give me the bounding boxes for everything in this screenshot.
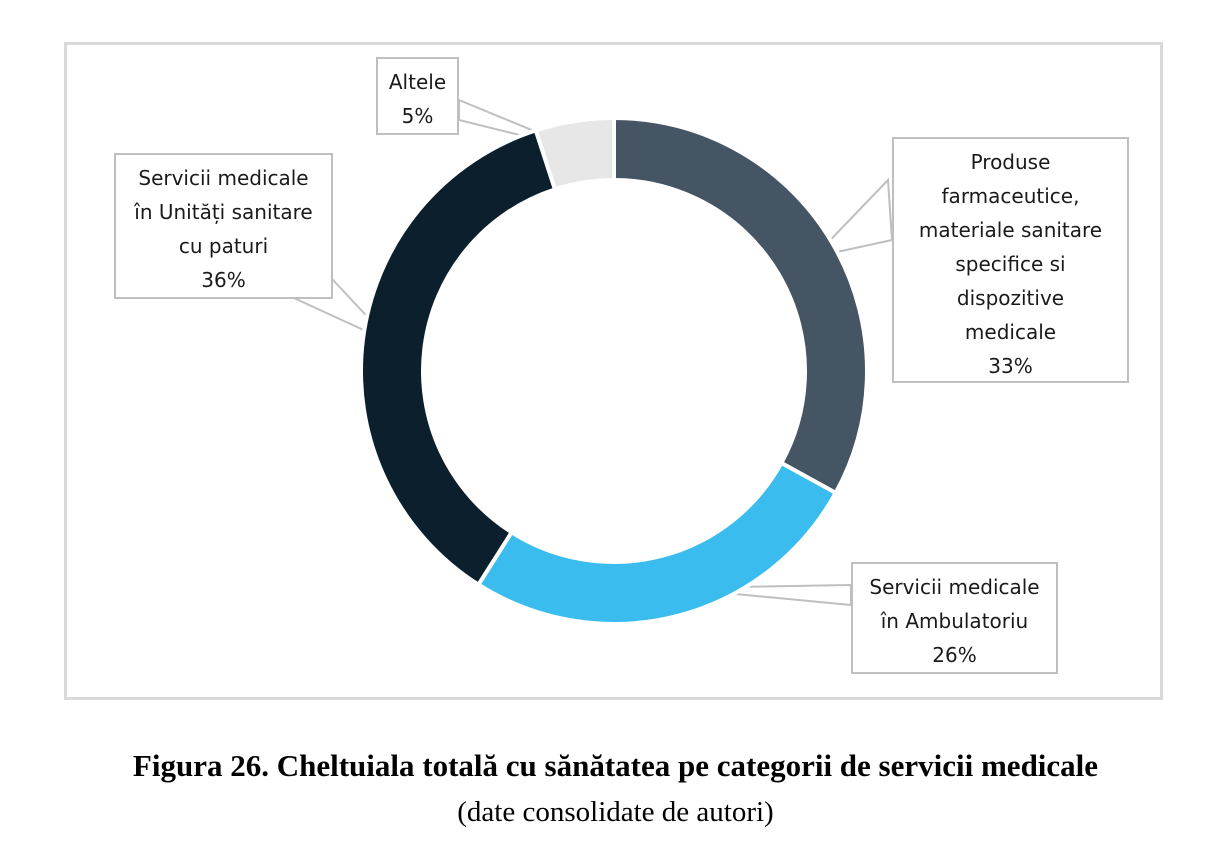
donut-slice	[475, 460, 839, 626]
label-line: specifice si	[955, 252, 1066, 276]
label-line: farmaceutice,	[941, 184, 1080, 208]
label-produse-farmaceutice: Produse farmaceutice, materiale sanitare…	[892, 137, 1129, 383]
label-value: 5%	[401, 104, 434, 128]
label-value: 33%	[988, 354, 1033, 378]
label-line: Servicii medicale	[138, 166, 309, 190]
label-line: în Ambulatoriu	[880, 609, 1029, 633]
label-line: Servicii medicale	[869, 575, 1040, 599]
label-line: Altele	[388, 70, 447, 94]
label-line: dispozitive	[956, 286, 1065, 310]
label-altele: Altele 5%	[376, 57, 459, 135]
label-unitati-sanitare: Servicii medicale în Unități sanitare cu…	[114, 153, 333, 299]
donut-slices	[359, 115, 869, 626]
donut-slice	[533, 115, 616, 192]
label-line: materiale sanitare	[918, 218, 1103, 242]
callout-pointer	[811, 177, 894, 259]
label-value: 26%	[932, 643, 977, 667]
label-line: Produse	[970, 150, 1051, 174]
donut-slice	[359, 127, 558, 588]
label-ambulatoriu: Servicii medicale în Ambulatoriu 26%	[851, 562, 1058, 674]
figure-caption-title: Figura 26. Cheltuiala totală cu sănătate…	[132, 748, 1099, 783]
label-line: în Unități sanitare	[134, 200, 313, 224]
figure-caption-subtitle: (date consolidate de autori)	[457, 796, 774, 828]
donut-slice	[612, 115, 869, 496]
label-value: 36%	[201, 268, 246, 292]
chart-frame	[64, 42, 1163, 700]
label-line: medicale	[964, 320, 1057, 344]
label-line: cu paturi	[178, 234, 269, 258]
